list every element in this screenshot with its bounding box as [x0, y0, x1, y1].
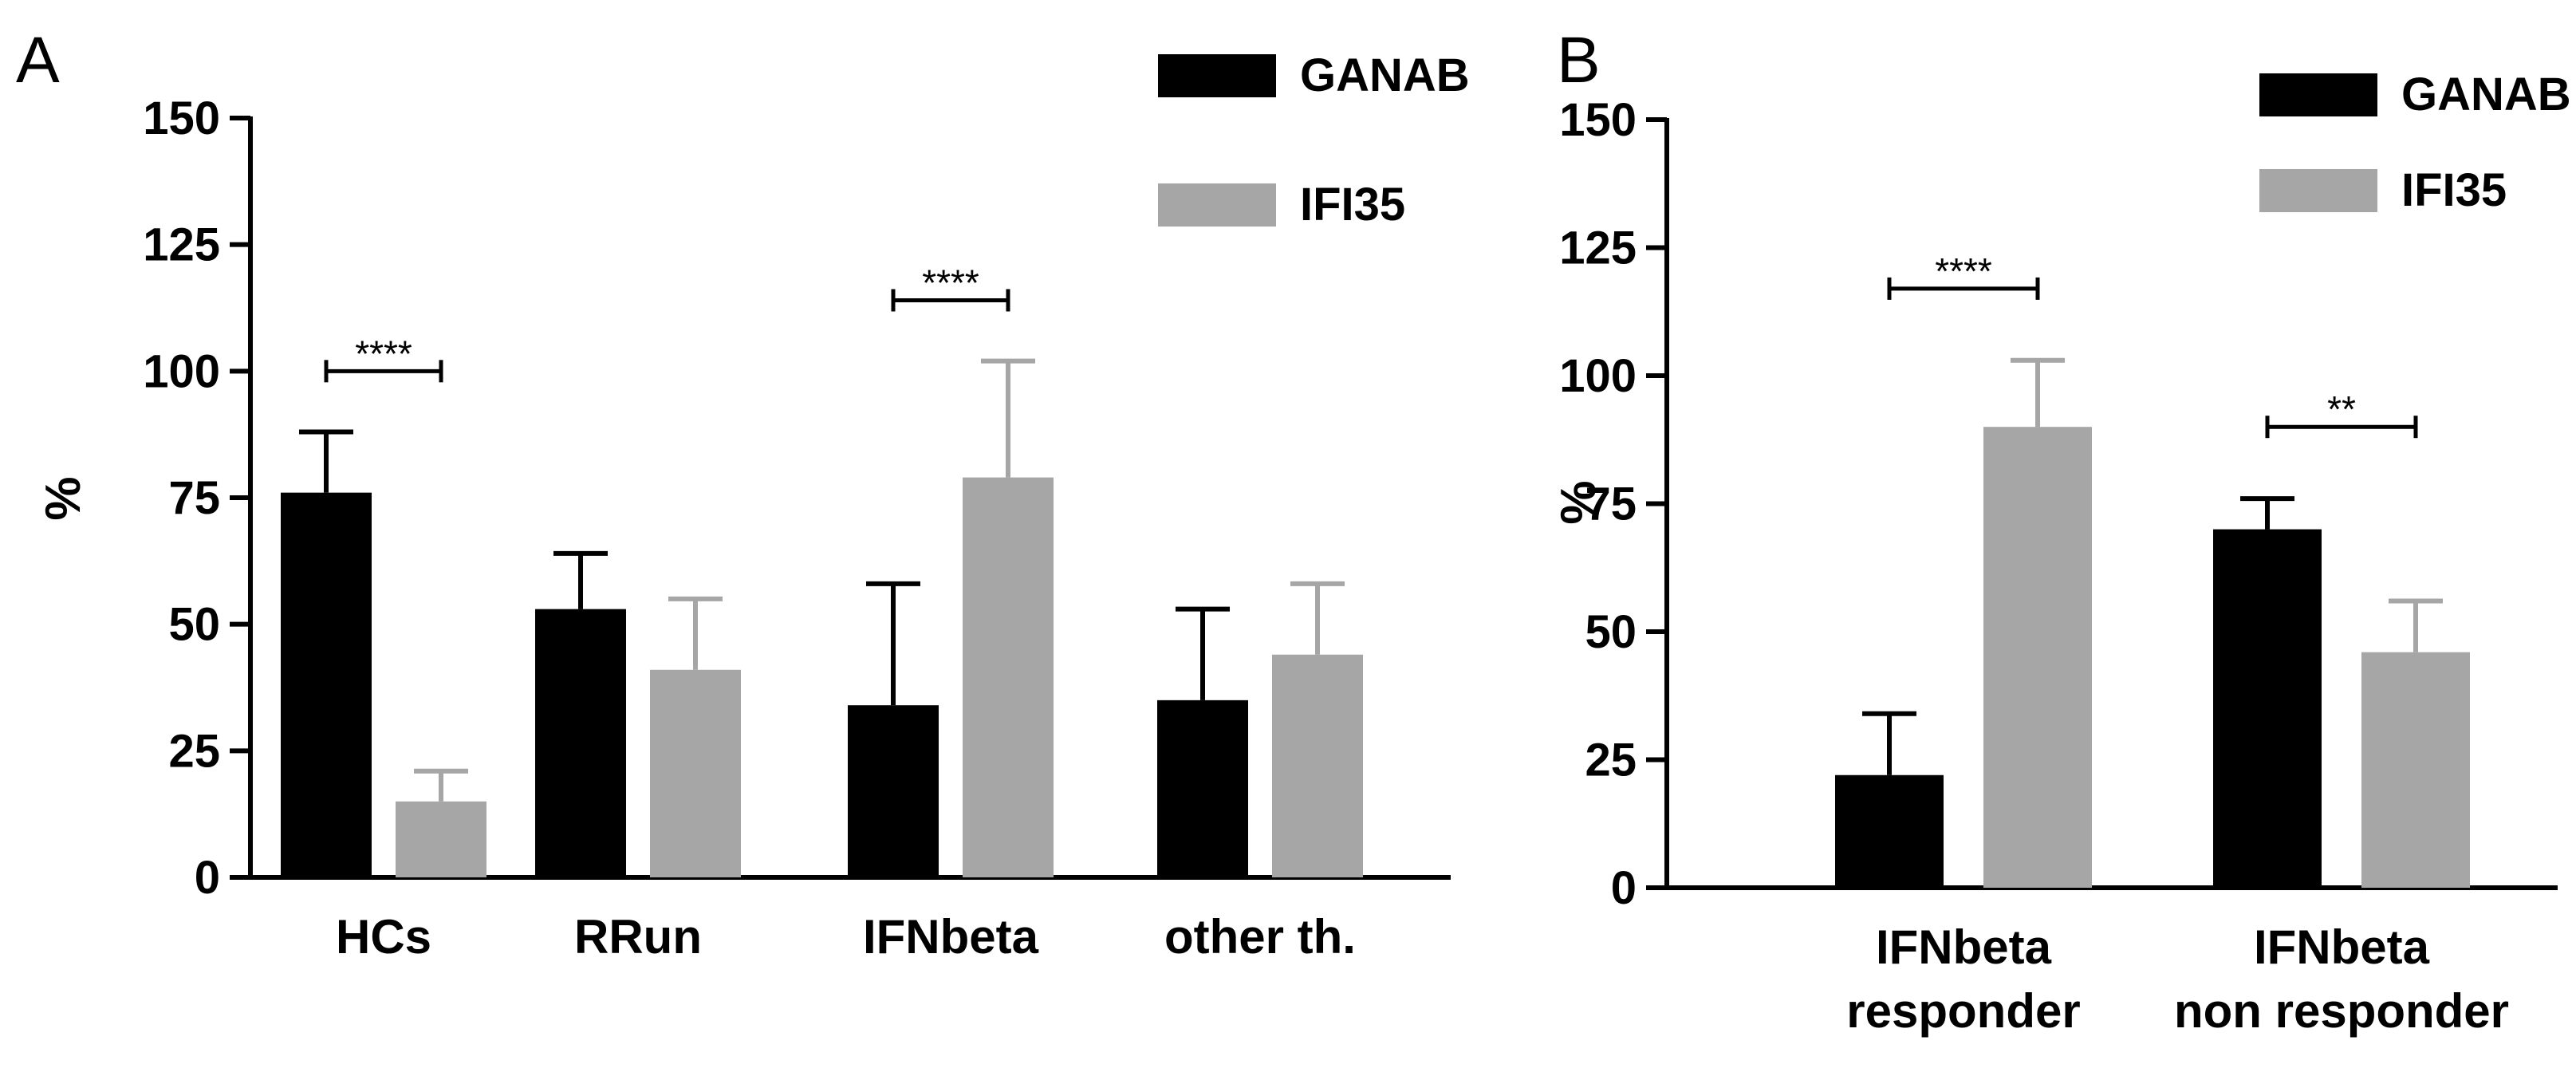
significance-label: ****	[355, 333, 412, 374]
legend-label-ifi35: IFI35	[2401, 164, 2507, 216]
x-tick-label: other th.	[1164, 910, 1356, 964]
y-tick-label: 75	[1585, 479, 1637, 530]
panel-a: A% 0 25 50 75 100 125 150 HCs RRun IFNbeta other th…	[16, 24, 1470, 964]
x-tick-label: IFNbeta	[863, 910, 1039, 964]
significance-label: **	[2327, 388, 2356, 430]
panel-label: A	[16, 24, 60, 97]
y-tick-label: 50	[1585, 606, 1637, 658]
bar-ifi35	[396, 801, 486, 877]
y-axis-label: %	[1551, 480, 1606, 524]
x-tick-label-line: IFNbeta	[2254, 920, 2430, 974]
x-tick-label: IFNbeta responder	[1846, 920, 2080, 1038]
legend-swatch-ifi35	[2259, 169, 2377, 212]
legend-label-ganab: GANAB	[2401, 69, 2571, 120]
y-tick-label: 0	[195, 852, 220, 904]
significance-label: ****	[1935, 250, 1992, 292]
panel-label: B	[1557, 24, 1601, 97]
legend-swatch-ganab	[1158, 54, 1276, 97]
y-tick-label: 100	[143, 345, 220, 397]
x-tick-label-line: other th.	[1164, 910, 1356, 964]
y-tick-label: 75	[168, 472, 220, 524]
x-tick-label-line: IFNbeta	[1876, 920, 2052, 974]
bar-ganab	[535, 609, 626, 877]
y-tick-label: 100	[1559, 350, 1637, 402]
bar-ifi35	[1983, 427, 2092, 888]
y-tick-label: 125	[143, 219, 220, 271]
legend-swatch-ifi35	[1158, 183, 1276, 227]
y-tick-label: 150	[143, 93, 220, 144]
y-tick-label: 25	[1585, 735, 1637, 786]
y-tick-label: 50	[168, 599, 220, 651]
bar-ganab	[281, 492, 372, 877]
bar-ganab	[1835, 774, 1944, 888]
y-tick-label: 25	[168, 725, 220, 777]
bar-ifi35	[2361, 652, 2470, 888]
x-tick-label: IFNbeta non responder	[2174, 920, 2509, 1038]
x-tick-label-line: responder	[1846, 984, 2080, 1038]
x-tick-label-line: HCs	[336, 910, 431, 964]
significance-label: ****	[922, 262, 979, 303]
x-tick-label-line: IFNbeta	[863, 910, 1039, 964]
x-tick-label-line: RRun	[574, 910, 702, 964]
y-tick-label: 150	[1559, 94, 1637, 146]
y-tick-label: 125	[1559, 223, 1637, 274]
bar-ganab	[2213, 529, 2322, 888]
bar-ifi35	[963, 477, 1054, 877]
bar-ganab	[1157, 700, 1248, 877]
x-tick-label-line: non responder	[2174, 984, 2509, 1038]
x-tick-label: RRun	[574, 910, 702, 964]
legend-swatch-ganab	[2259, 73, 2377, 116]
bar-ifi35	[1272, 654, 1363, 877]
y-axis-label: %	[36, 476, 91, 520]
x-tick-label: HCs	[336, 910, 431, 964]
bar-ifi35	[650, 669, 741, 877]
legend-label-ganab: GANAB	[1300, 49, 1470, 101]
bar-ganab	[848, 705, 939, 877]
y-tick-label: 0	[1611, 862, 1637, 914]
legend-label-ifi35: IFI35	[1300, 179, 1405, 231]
